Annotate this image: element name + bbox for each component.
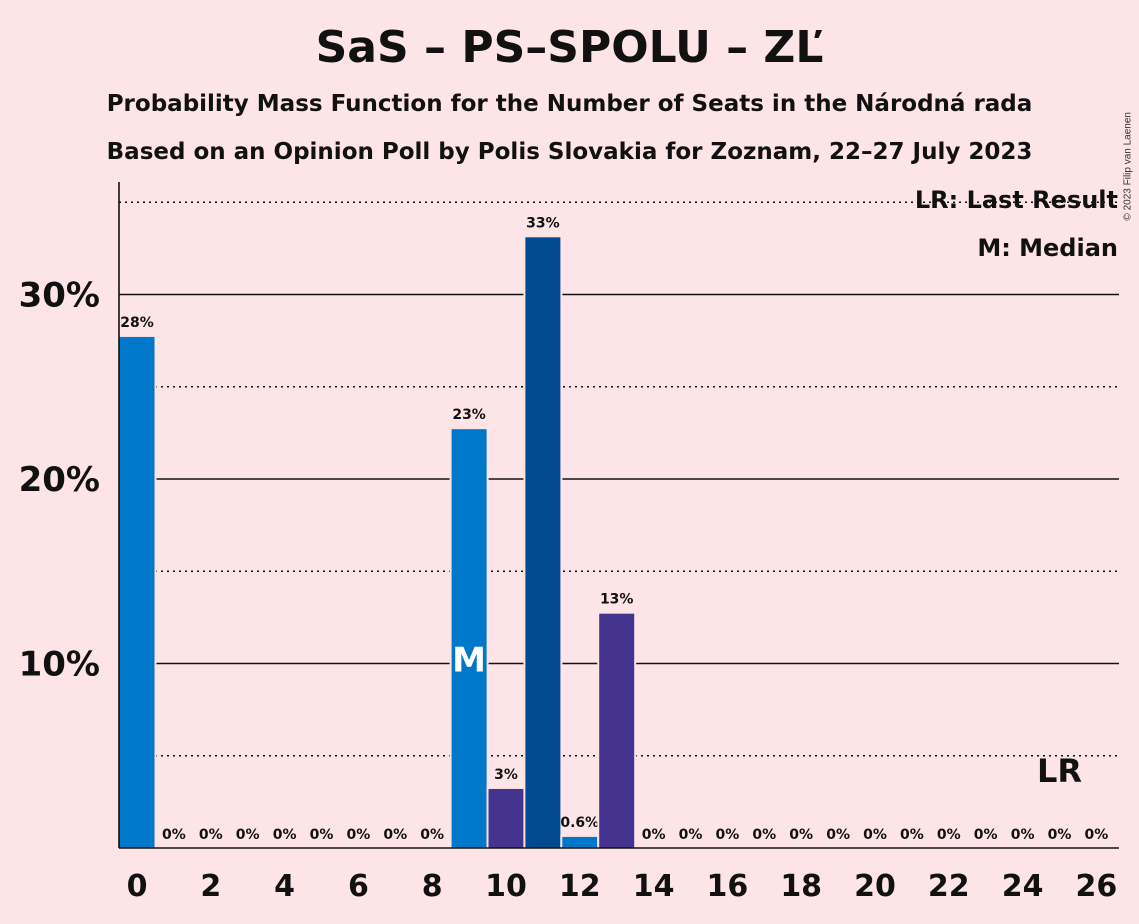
x-tick-label: 20 (854, 869, 896, 904)
x-tick-label: 8 (422, 869, 443, 904)
data-label: 0% (716, 827, 740, 843)
bar (451, 429, 487, 848)
x-tick-label: 2 (200, 869, 221, 904)
data-label: 0% (310, 827, 334, 843)
legend-last-result: LR: Last Result (914, 186, 1118, 214)
data-label: 3% (494, 767, 518, 783)
x-tick-label: 26 (1076, 869, 1118, 904)
x-tick-label: 10 (485, 869, 527, 904)
y-tick-label: 10% (19, 645, 100, 685)
data-label: 0% (273, 827, 297, 843)
data-label: 0% (420, 827, 444, 843)
data-label: 0% (974, 827, 998, 843)
data-label: 0% (642, 827, 666, 843)
data-label: 0% (679, 827, 703, 843)
median-marker: M (452, 641, 486, 681)
data-label: 0% (383, 827, 407, 843)
data-label: 0% (162, 827, 186, 843)
data-label: 0% (789, 827, 813, 843)
data-label: 33% (526, 215, 560, 231)
chart-subtitle: Probability Mass Function for the Number… (106, 91, 1033, 117)
data-label: 0.6% (560, 815, 599, 831)
data-label: 0% (900, 827, 924, 843)
data-label: 0% (347, 827, 371, 843)
data-label: 0% (1048, 827, 1072, 843)
bar (488, 788, 524, 848)
data-label: 0% (236, 827, 260, 843)
data-label: 0% (199, 827, 223, 843)
data-label: 0% (863, 827, 887, 843)
data-label: 13% (600, 592, 634, 608)
chart-title: SaS – PS–SPOLU – ZĽ (315, 22, 824, 73)
x-tick-label: 4 (274, 869, 295, 904)
bar (525, 237, 561, 848)
data-label: 0% (937, 827, 961, 843)
data-label: 0% (1085, 827, 1109, 843)
bar (119, 336, 155, 848)
chart-source: Based on an Opinion Poll by Polis Slovak… (106, 139, 1033, 165)
y-tick-label: 30% (19, 276, 100, 316)
data-label: 0% (752, 827, 776, 843)
data-label: 0% (1011, 827, 1035, 843)
x-tick-label: 6 (348, 869, 369, 904)
bar (562, 836, 598, 848)
x-tick-label: 18 (780, 869, 822, 904)
x-tick-label: 22 (928, 869, 970, 904)
x-tick-label: 24 (1002, 869, 1044, 904)
legend-median: M: Median (977, 234, 1118, 262)
data-label: 23% (452, 407, 486, 423)
x-tick-label: 0 (127, 869, 148, 904)
x-tick-label: 16 (707, 869, 749, 904)
y-tick-label: 20% (19, 460, 100, 500)
x-tick-label: 12 (559, 869, 601, 904)
bar (599, 613, 635, 848)
x-tick-label: 14 (633, 869, 675, 904)
data-label: 0% (826, 827, 850, 843)
data-label: 28% (120, 315, 154, 331)
last-result-marker: LR (1037, 752, 1082, 790)
